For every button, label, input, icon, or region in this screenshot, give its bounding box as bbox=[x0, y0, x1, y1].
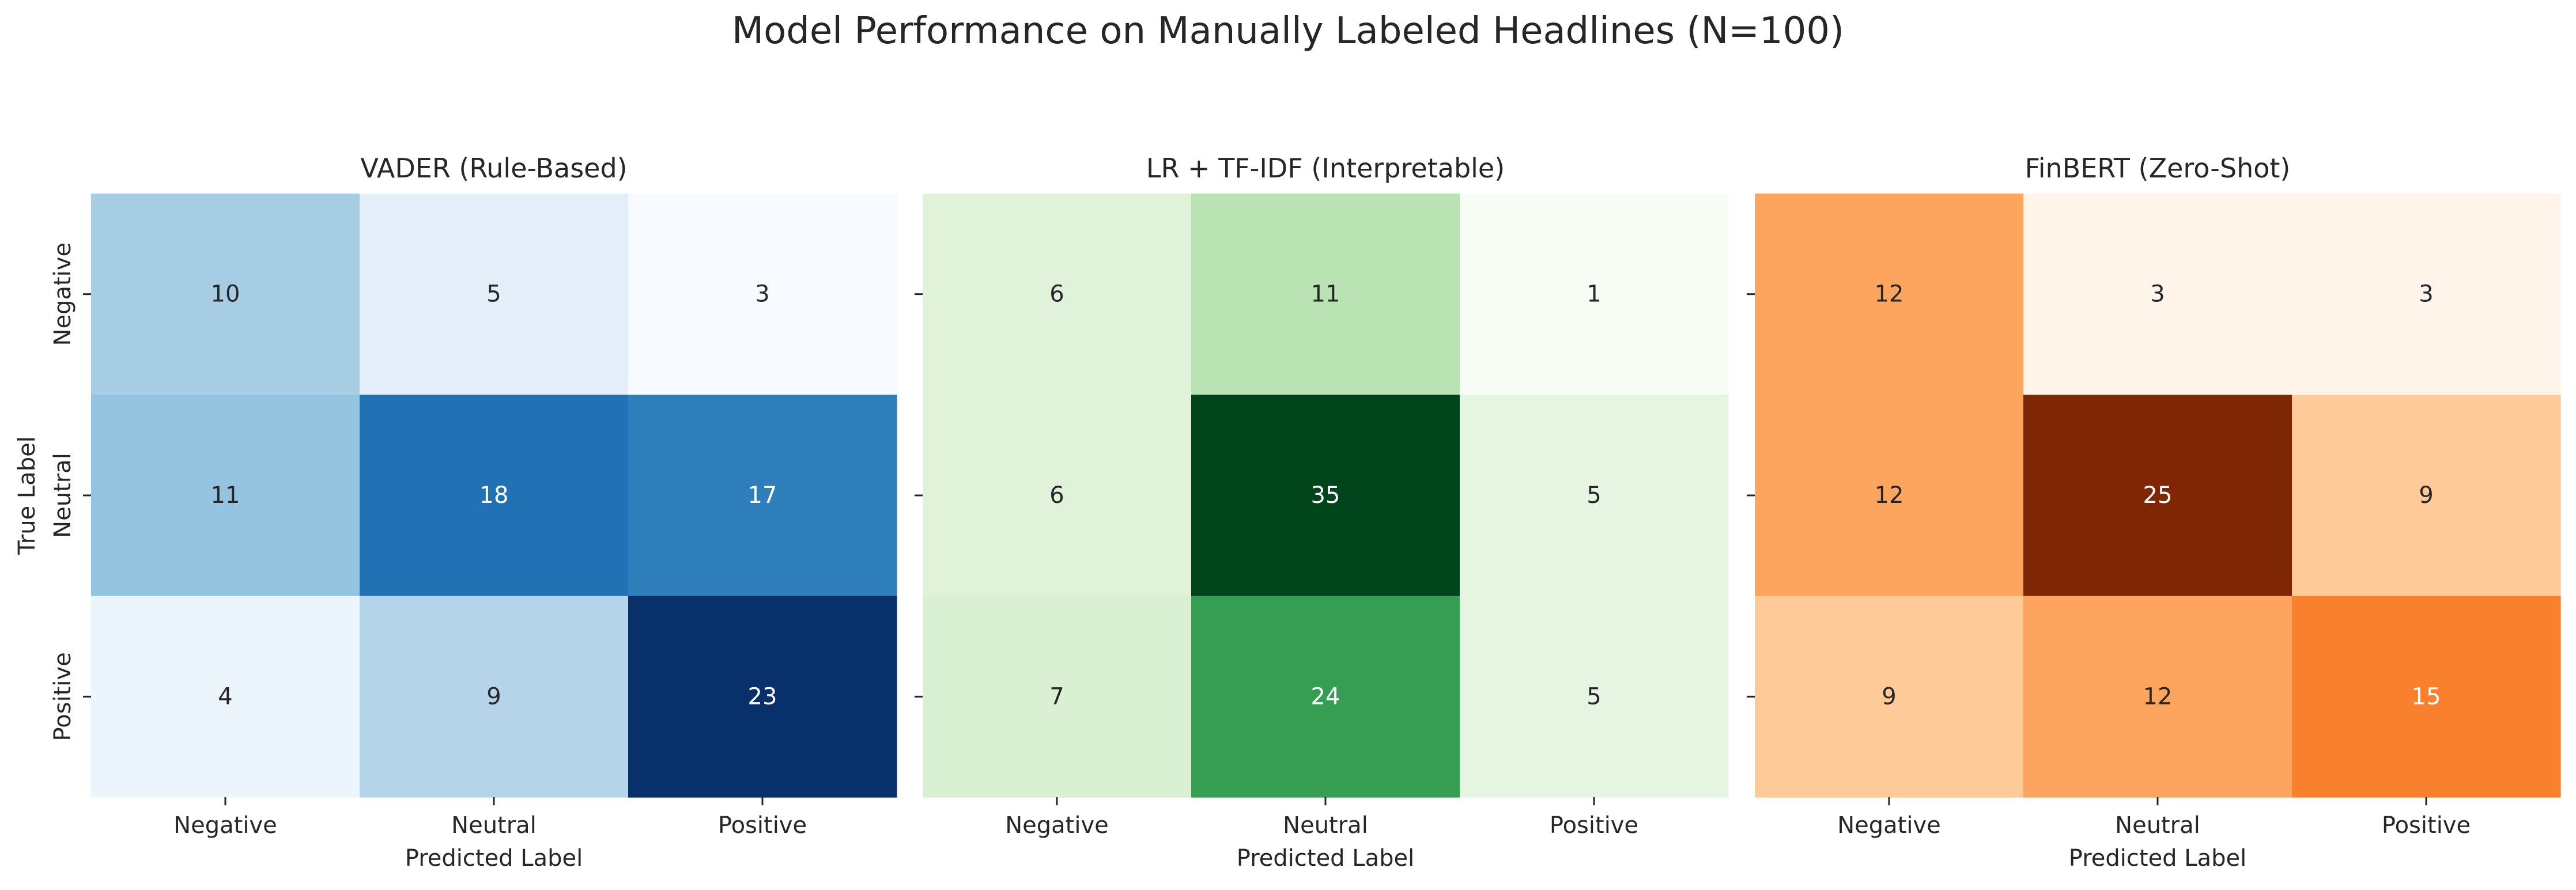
x-tick-label: Negative bbox=[173, 812, 277, 839]
heatmap-cell bbox=[2292, 395, 2561, 597]
heatmap-cell bbox=[923, 194, 1192, 395]
x-tick-label: Neutral bbox=[2115, 812, 2200, 839]
x-axis-label: Predicted Label bbox=[405, 845, 583, 872]
heatmap-cell bbox=[360, 596, 629, 798]
cell-value-label: 25 bbox=[2143, 482, 2173, 509]
cell-value-label: 17 bbox=[748, 482, 777, 509]
cell-value-label: 11 bbox=[1311, 281, 1340, 308]
cell-value-label: 12 bbox=[2143, 683, 2173, 710]
heatmap-cell bbox=[1755, 395, 2024, 597]
cell-value-label: 9 bbox=[2419, 482, 2433, 509]
heatmap-cell bbox=[1460, 395, 1729, 597]
heatmap-cell bbox=[2023, 395, 2292, 597]
cell-value-label: 9 bbox=[1882, 683, 1896, 710]
heatmap-cell bbox=[2023, 194, 2292, 395]
figure-title: Model Performance on Manually Labeled He… bbox=[732, 10, 1844, 52]
heatmap-panel-3: 12 3 3 12 25 9 9 12 15 FinBERT (Zero-Shot) Negativ… bbox=[1747, 153, 2561, 872]
y-tick-label: Positive bbox=[50, 652, 76, 741]
heatmap-cell bbox=[628, 194, 897, 395]
cell-value-label: 5 bbox=[1587, 683, 1601, 710]
heatmap-cell bbox=[2292, 194, 2561, 395]
cell-value-label: 12 bbox=[1875, 482, 1904, 509]
heatmap-cell bbox=[91, 395, 360, 597]
cell-value-label: 3 bbox=[2150, 281, 2165, 308]
x-tick-label: Negative bbox=[1005, 812, 1109, 839]
heatmap-cell bbox=[1755, 194, 2024, 395]
y-tick-label: Negative bbox=[50, 243, 76, 346]
heatmap-cell bbox=[628, 395, 897, 597]
cell-value-label: 3 bbox=[755, 281, 769, 308]
heatmap-cell bbox=[360, 395, 629, 597]
cell-value-label: 23 bbox=[748, 683, 777, 710]
cell-value-label: 1 bbox=[1587, 281, 1601, 308]
cell-value-label: 10 bbox=[211, 281, 240, 308]
cell-value-label: 18 bbox=[479, 482, 509, 509]
cell-value-label: 6 bbox=[1049, 482, 1064, 509]
heatmap-cell bbox=[1191, 596, 1460, 798]
cell-value-label: 24 bbox=[1311, 683, 1340, 710]
x-tick-label: Neutral bbox=[451, 812, 537, 839]
x-axis-label: Predicted Label bbox=[2069, 845, 2246, 872]
cell-value-label: 35 bbox=[1311, 482, 1340, 509]
panel-title: LR + TF-IDF (Interpretable) bbox=[1146, 153, 1505, 184]
cell-value-label: 5 bbox=[486, 281, 501, 308]
cell-value-label: 6 bbox=[1049, 281, 1064, 308]
heatmap-panel-1: 10 5 3 11 18 17 4 9 23 VADER (Rule-Based) Negative… bbox=[14, 153, 897, 872]
heatmap-cell bbox=[1755, 596, 2024, 798]
heatmap-cell bbox=[1460, 194, 1729, 395]
heatmap-cell bbox=[360, 194, 629, 395]
y-axis-label: True Label bbox=[14, 436, 40, 555]
panel-title: FinBERT (Zero-Shot) bbox=[2025, 153, 2291, 184]
cell-value-label: 12 bbox=[1875, 281, 1904, 308]
cell-value-label: 11 bbox=[211, 482, 240, 509]
cell-value-label: 5 bbox=[1587, 482, 1601, 509]
heatmap-cell bbox=[91, 596, 360, 798]
x-tick-label: Neutral bbox=[1283, 812, 1368, 839]
cell-value-label: 7 bbox=[1049, 683, 1064, 710]
x-tick-label: Positive bbox=[718, 812, 807, 839]
heatmap-cell bbox=[1191, 395, 1460, 597]
heatmap-cell bbox=[91, 194, 360, 395]
cell-value-label: 15 bbox=[2412, 683, 2441, 710]
cell-value-label: 9 bbox=[486, 683, 501, 710]
heatmap-cell bbox=[2292, 596, 2561, 798]
panel-title: VADER (Rule-Based) bbox=[360, 153, 627, 184]
heatmap-cell bbox=[1191, 194, 1460, 395]
heatmap-cell bbox=[628, 596, 897, 798]
x-tick-label: Positive bbox=[2382, 812, 2471, 839]
x-axis-label: Predicted Label bbox=[1237, 845, 1414, 872]
cell-value-label: 4 bbox=[218, 683, 232, 710]
heatmap-cell bbox=[923, 395, 1192, 597]
heatmap-cell bbox=[2023, 596, 2292, 798]
heatmap-panel-2: 6 11 16 35 57 24 5LR + TF-IDF (Interpretable)N… bbox=[915, 153, 1729, 872]
x-tick-label: Negative bbox=[1837, 812, 1941, 839]
heatmap-cell bbox=[1460, 596, 1729, 798]
heatmap-cell bbox=[923, 596, 1192, 798]
y-tick-label: Neutral bbox=[50, 453, 76, 538]
x-tick-label: Positive bbox=[1550, 812, 1638, 839]
cell-value-label: 3 bbox=[2419, 281, 2433, 308]
